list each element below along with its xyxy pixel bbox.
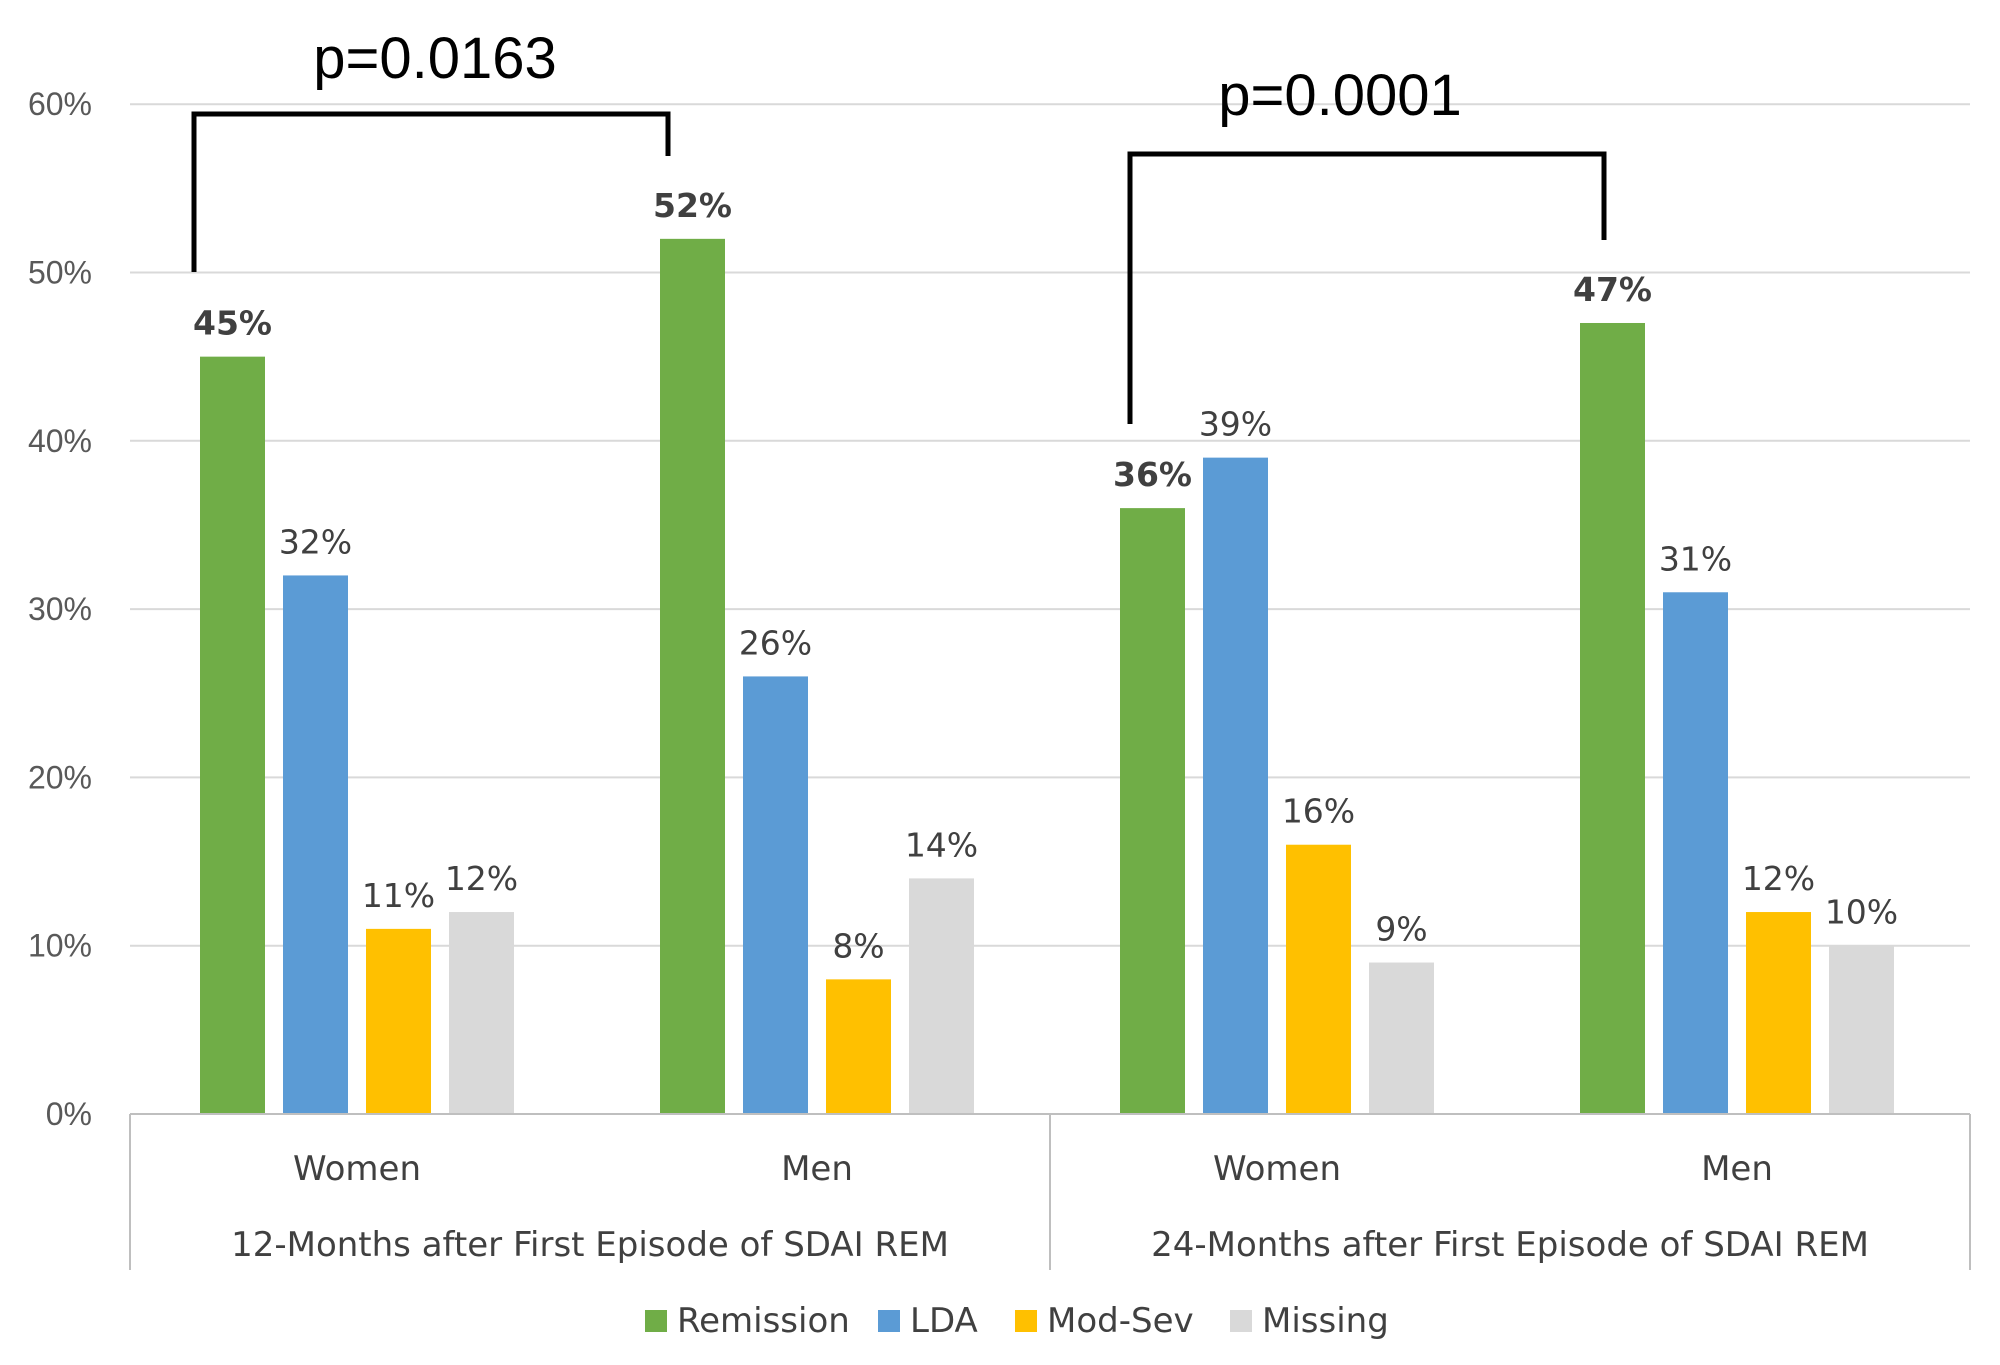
- y-tick-label: 50%: [28, 255, 92, 291]
- legend-label: Missing: [1262, 1301, 1389, 1341]
- x-category-label: Women: [1213, 1149, 1341, 1189]
- x-category-label: Men: [781, 1149, 853, 1189]
- bar-mod-sev: [1286, 844, 1351, 1114]
- data-label: 31%: [1659, 539, 1732, 578]
- x-group-label: 24-Months after First Episode of SDAI RE…: [1151, 1225, 1869, 1265]
- bars: [200, 238, 1894, 1115]
- bar-remission: [1580, 322, 1645, 1114]
- legend-swatch-missing: [1230, 1310, 1252, 1332]
- y-tick-label: 10%: [28, 928, 92, 964]
- data-label: 32%: [279, 522, 352, 561]
- data-label: 26%: [739, 623, 812, 662]
- legend-swatch-mod-sev: [1015, 1310, 1037, 1332]
- data-label: 12%: [445, 859, 518, 898]
- bar-missing: [909, 878, 974, 1114]
- y-tick-label: 40%: [28, 423, 92, 459]
- x-group-label: 12-Months after First Episode of SDAI RE…: [231, 1225, 949, 1265]
- data-label: 16%: [1282, 792, 1355, 831]
- y-tick-label: 20%: [28, 759, 92, 795]
- bar-mod-sev: [826, 979, 891, 1114]
- significance-bracket: [1127, 151, 1607, 424]
- data-label: 45%: [193, 304, 272, 343]
- data-label: 36%: [1113, 455, 1192, 494]
- x-axis-category-labels: Women Men Women Men: [293, 1149, 1773, 1189]
- data-label: 14%: [905, 825, 978, 864]
- significance-bracket: [191, 111, 671, 272]
- bar-remission: [660, 238, 725, 1115]
- bar-mod-sev: [1746, 912, 1811, 1114]
- p-value-label: p=0.0001: [1218, 63, 1462, 128]
- y-tick-label: 0%: [46, 1096, 92, 1132]
- bar-lda: [1663, 592, 1728, 1114]
- bar-lda: [283, 575, 348, 1114]
- data-label: 8%: [832, 926, 884, 965]
- data-labels: 45% 32% 11% 12% 52% 26% 8% 14% 36%39% 16% 9% 47% 31%…: [193, 186, 1898, 966]
- data-label: 10%: [1825, 893, 1898, 932]
- legend-swatch-lda: [878, 1310, 900, 1332]
- legend-label: Mod-Sev: [1047, 1301, 1194, 1341]
- bar-missing: [1369, 962, 1434, 1114]
- bar-remission: [1120, 508, 1185, 1114]
- data-label: 9%: [1375, 910, 1427, 949]
- bar-lda: [1203, 457, 1268, 1114]
- y-axis-tick-labels: 0% 10% 20% 30% 40% 50% 60%: [28, 86, 92, 1132]
- data-label: 47%: [1573, 270, 1652, 309]
- data-label: 52%: [653, 186, 732, 225]
- data-label: 12%: [1742, 859, 1815, 898]
- x-axis-group-labels: 12-Months after First Episode of SDAI RE…: [231, 1225, 1869, 1265]
- y-tick-label: 60%: [28, 86, 92, 122]
- x-axis-frame: [129, 1113, 1971, 1270]
- significance-brackets: p=0.0163 p=0.0001: [191, 26, 1607, 424]
- data-label: 39%: [1199, 405, 1272, 444]
- bar-lda: [743, 676, 808, 1114]
- legend-label: Remission: [677, 1301, 850, 1341]
- legend-label: LDA: [910, 1301, 978, 1341]
- y-tick-label: 30%: [28, 591, 92, 627]
- bar-remission: [200, 356, 265, 1114]
- bar-missing: [1829, 945, 1894, 1114]
- data-label: 11%: [362, 876, 435, 915]
- p-value-label: p=0.0163: [313, 26, 557, 91]
- legend-swatch-remission: [645, 1310, 667, 1332]
- bar-missing: [449, 912, 514, 1114]
- legend: Remission LDA Mod-Sev Missing: [645, 1301, 1389, 1341]
- x-category-label: Women: [293, 1149, 421, 1189]
- x-category-label: Men: [1701, 1149, 1773, 1189]
- bar-mod-sev: [366, 928, 431, 1114]
